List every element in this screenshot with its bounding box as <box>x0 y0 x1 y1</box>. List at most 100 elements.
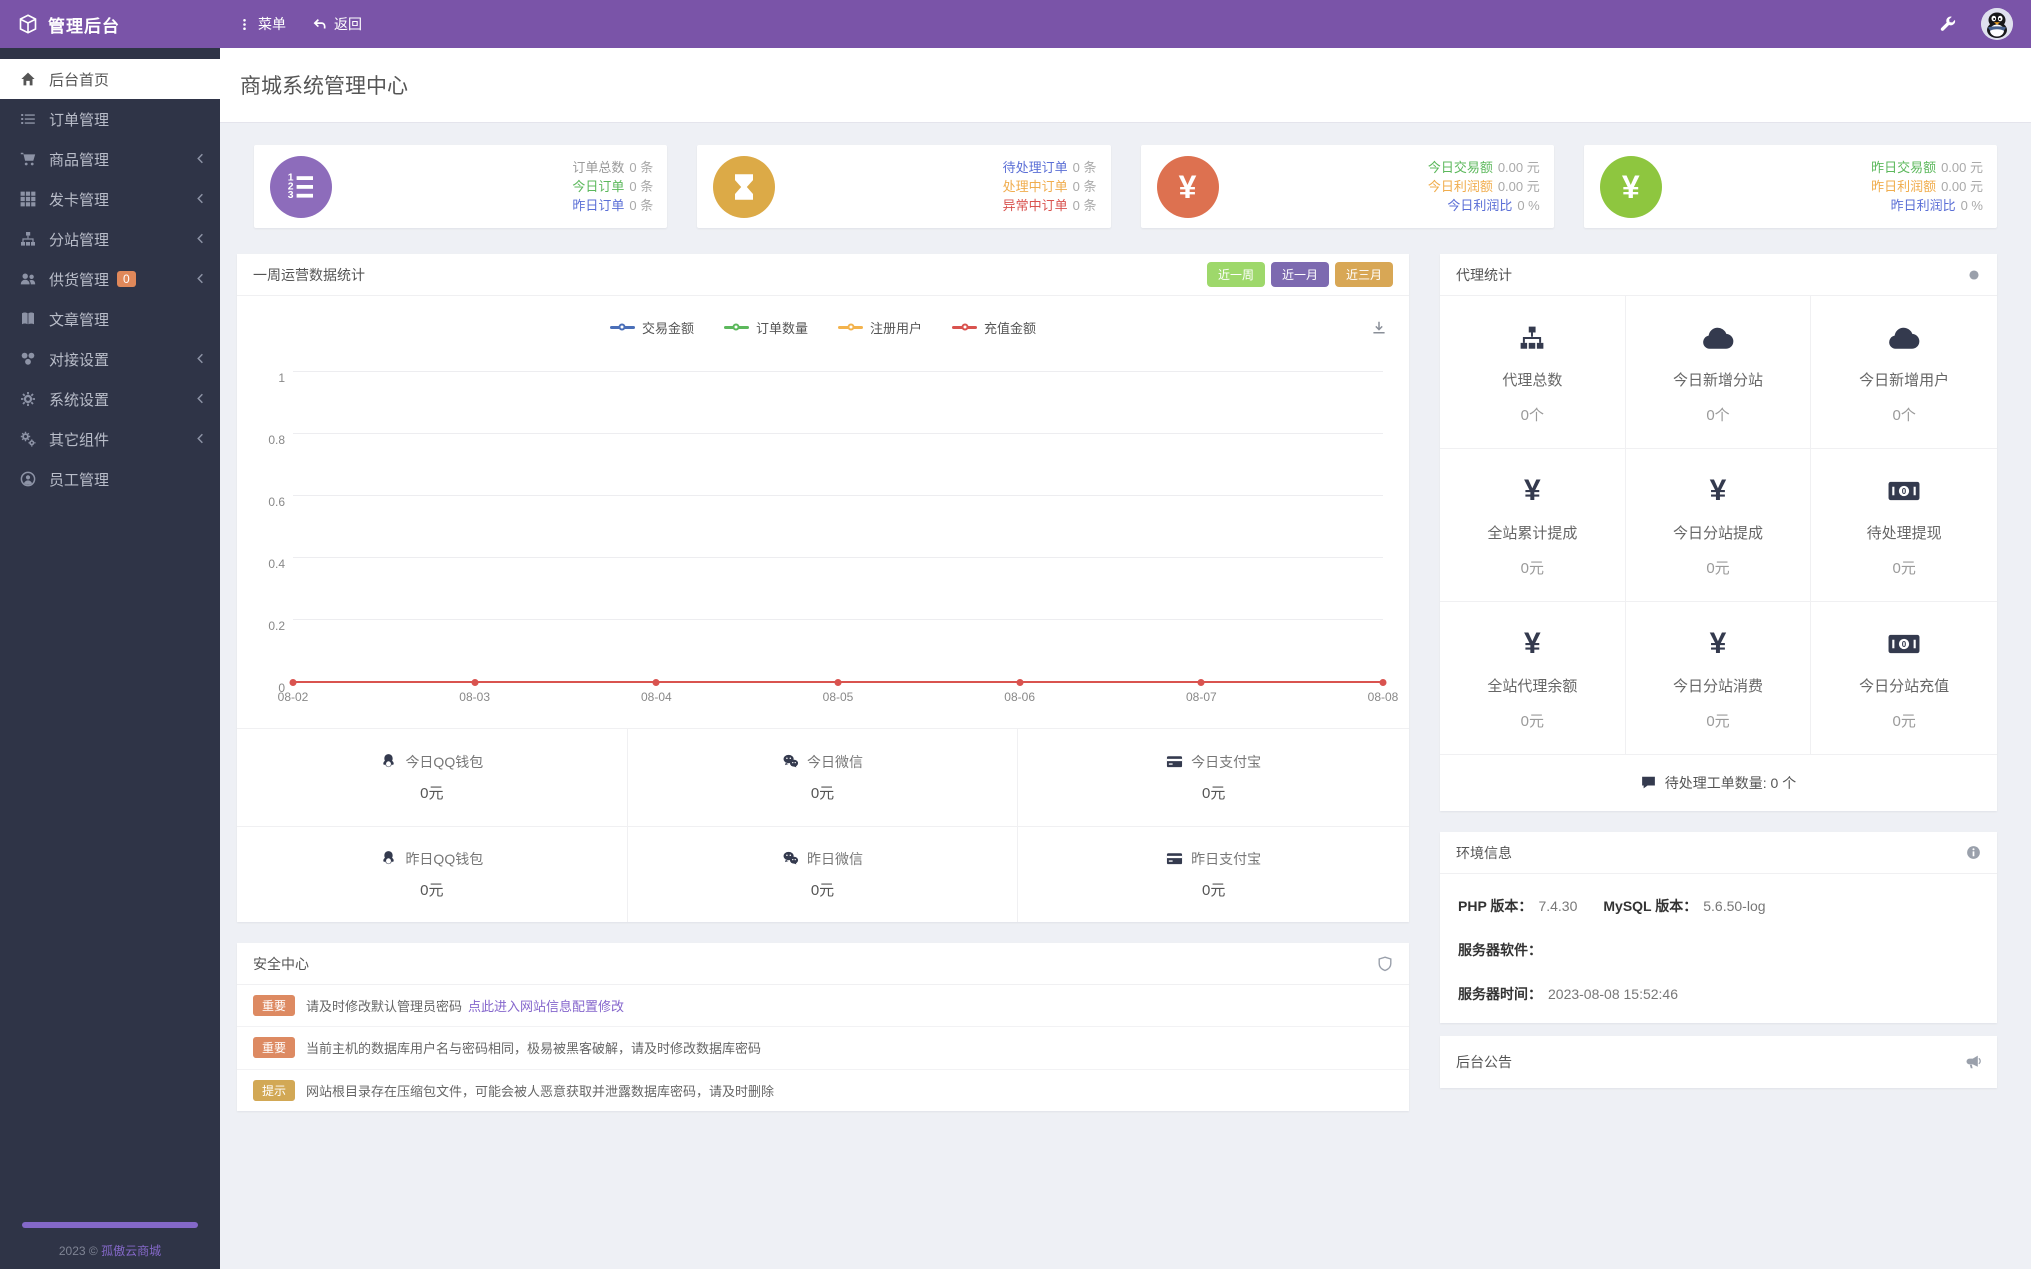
agent-value: 0元 <box>1706 713 1730 730</box>
agent-label: 今日分站充值 <box>1859 678 1950 695</box>
stat-label: 今日利润比 <box>1447 198 1513 213</box>
yen-icon: ¥ <box>1523 627 1541 660</box>
y-axis-tick: 0 <box>278 681 285 695</box>
sidebar-item-settings[interactable]: 系统设置 <box>0 379 220 419</box>
env-time: 服务器时间： 2023-08-08 15:52:46 <box>1458 972 1979 1016</box>
y-axis-tick: 0.8 <box>268 433 285 447</box>
sidebar-item-label: 员工管理 <box>49 471 110 489</box>
security-alert: 提示 网站根目录存在压缩包文件，可能会被人恶意获取并泄露数据库密码，请及时删除 <box>237 1068 1409 1111</box>
legend-item[interactable]: 充值金额 <box>952 318 1036 337</box>
sidebar-item-label: 订单管理 <box>49 111 110 129</box>
agent-value: 0元 <box>1892 560 1916 577</box>
main: 商城系统管理中心 订单总数 0 条 今日订单 0 条 昨日订单 0 条 待处理订单 0 … <box>220 48 2031 1269</box>
env-panel: 环境信息 PHP 版本： 7.4.30 MySQL 版本： 5.6.50-log 服… <box>1440 832 1997 1023</box>
cloud-icon <box>1626 322 1811 354</box>
yen-icon: ¥ <box>1523 474 1541 507</box>
sidebar-item-products[interactable]: 商品管理 <box>0 139 220 179</box>
pay-cell-wechat-today: 今日微信 0元 <box>628 729 1019 826</box>
sidebar-item-substations[interactable]: 分站管理 <box>0 219 220 259</box>
legend-label: 订单数量 <box>755 320 808 336</box>
stat-cards: 订单总数 0 条 今日订单 0 条 昨日订单 0 条 待处理订单 0 条 处理中订单 0 … <box>254 145 1997 228</box>
x-axis-tick: 08-03 <box>459 690 491 704</box>
stat-label: 今日利润额 <box>1427 179 1493 194</box>
config-link[interactable]: 点此进入网站信息配置修改 <box>468 999 625 1015</box>
stat-value: 0.00 元 <box>1497 160 1540 175</box>
sidebar-item-cards[interactable]: 发卡管理 <box>0 179 220 219</box>
avatar[interactable] <box>1981 8 2013 40</box>
stat-value: 0 条 <box>1072 179 1097 194</box>
sidebar-item-orders[interactable]: 订单管理 <box>0 99 220 139</box>
pay-value: 0元 <box>1201 784 1226 802</box>
agent-label: 今日新增分站 <box>1672 372 1763 389</box>
dot-icon <box>1967 268 1981 282</box>
server-label: 服务器软件： <box>1458 942 1542 958</box>
php-label: PHP 版本： <box>1458 898 1533 914</box>
back-arrow-icon <box>312 17 327 32</box>
qq-icon <box>380 850 397 867</box>
range-month-button[interactable]: 近一月 <box>1270 262 1329 287</box>
qq-icon <box>380 753 397 770</box>
stat-value: 0 % <box>1517 198 1540 213</box>
env-title: 环境信息 <box>1456 844 1512 861</box>
cogs-icon <box>20 431 36 447</box>
hourglass-icon <box>713 155 776 218</box>
list-icon <box>20 111 36 127</box>
cloud-icon <box>1811 322 1997 354</box>
sidebar-item-home[interactable]: 后台首页 <box>0 59 220 99</box>
money-bill-icon <box>1811 475 1997 507</box>
chart-legend: 交易金额 订单数量 注册用户 充值金额 <box>237 314 1409 340</box>
legend-item[interactable]: 注册用户 <box>838 318 922 337</box>
yen-icon: ¥ <box>1156 155 1219 218</box>
sidebar-item-components[interactable]: 其它组件 <box>0 419 220 459</box>
stat-value: 0 条 <box>1072 160 1097 175</box>
security-alert: 重要 请及时修改默认管理员密码 点此进入网站信息配置修改 <box>237 985 1409 1026</box>
legend-item[interactable]: 交易金额 <box>609 318 694 337</box>
agent-label: 今日新增用户 <box>1859 372 1950 389</box>
megaphone-icon <box>1965 1054 1981 1070</box>
agent-label: 今日分站消费 <box>1672 678 1763 695</box>
agent-label: 今日分站提成 <box>1672 525 1763 542</box>
legend-item[interactable]: 订单数量 <box>723 318 808 337</box>
stat-value: 0.00 元 <box>1497 179 1540 194</box>
x-axis-tick: 08-08 <box>1367 690 1399 704</box>
x-axis-tick: 08-02 <box>277 690 309 704</box>
menu-button[interactable]: 菜单 <box>238 14 286 34</box>
user-circle-icon <box>20 471 36 487</box>
agent-value: 0元 <box>1706 560 1730 577</box>
cubes-icon <box>20 351 36 367</box>
copyright-brand[interactable]: 孤傲云商城 <box>101 1244 162 1258</box>
pay-cell-wechat-yesterday: 昨日微信 0元 <box>628 826 1019 922</box>
back-button[interactable]: 返回 <box>312 14 362 34</box>
notice-title: 后台公告 <box>1456 1054 1512 1070</box>
agent-cell: 代理总数 0个 <box>1440 296 1626 449</box>
sidebar-item-staff[interactable]: 员工管理 <box>0 459 220 499</box>
sidebar-item-integration[interactable]: 对接设置 <box>0 339 220 379</box>
agent-value: 0元 <box>1892 713 1916 730</box>
pay-cell-qq-yesterday: 昨日QQ钱包 0元 <box>237 826 628 922</box>
agent-value: 0元 <box>1520 560 1544 577</box>
time-value: 2023-08-08 15:52:46 <box>1548 986 1678 1002</box>
stat-label: 处理中订单 <box>1002 179 1068 194</box>
stat-label: 异常中订单 <box>1002 198 1068 213</box>
grid-icon <box>20 191 36 207</box>
y-axis-tick: 0.2 <box>268 619 285 633</box>
range-week-button[interactable]: 近一周 <box>1206 262 1265 287</box>
download-icon[interactable] <box>1371 320 1387 336</box>
chevron-left-icon <box>194 232 207 245</box>
agent-value: 0个 <box>1706 407 1730 424</box>
sidebar-item-articles[interactable]: 文章管理 <box>0 299 220 339</box>
range-quarter-button[interactable]: 近三月 <box>1334 262 1393 287</box>
yen-icon: ¥ <box>1709 474 1727 507</box>
wechat-icon <box>782 850 799 867</box>
app-brand[interactable]: 管理后台 <box>0 12 220 37</box>
agent-grid: 代理总数 0个 今日新增分站 0个 今日新增用户 0个 ¥ 全站累计提成 0元 ¥ 今日分站… <box>1440 296 1997 755</box>
pay-label: 今日微信 <box>806 753 863 770</box>
agent-cell: ¥ 今日分站提成 0元 <box>1625 449 1812 602</box>
stat-value: 0 % <box>1960 198 1983 213</box>
pay-value: 0元 <box>810 784 835 802</box>
sidebar-item-suppliers[interactable]: 供货管理 0 <box>0 259 220 299</box>
sitemap-icon <box>1440 322 1625 354</box>
x-axis-tick: 08-04 <box>640 690 672 704</box>
wrench-icon[interactable] <box>1939 15 1957 33</box>
stat-label: 待处理订单 <box>1002 160 1068 175</box>
